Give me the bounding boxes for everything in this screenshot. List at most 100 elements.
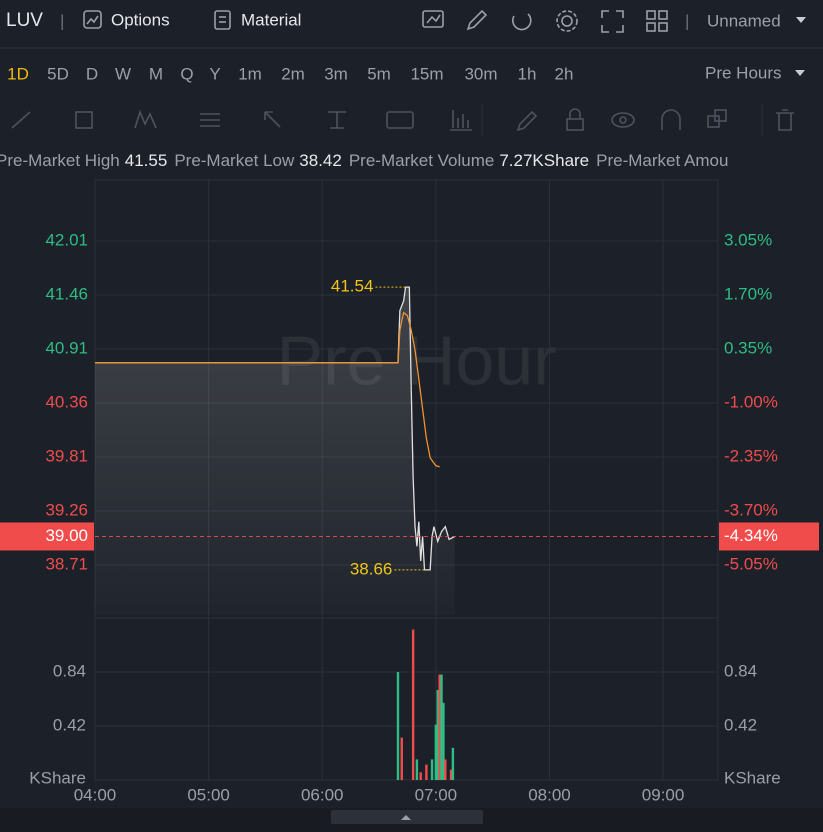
- tool-delete[interactable]: [776, 109, 794, 131]
- volume-bar: [400, 737, 403, 780]
- volume-unit-right: KShare: [724, 768, 781, 787]
- tool-magnet[interactable]: [661, 109, 681, 130]
- y2-tick-label: -3.70%: [724, 500, 778, 519]
- volume-bar: [451, 747, 455, 780]
- tool-text[interactable]: [328, 111, 346, 129]
- x-tick-label: 04:00: [74, 785, 117, 804]
- change-tag: [719, 522, 819, 551]
- layout-icon[interactable]: [646, 10, 656, 20]
- timeframe[interactable]: W: [115, 64, 131, 83]
- session-selector[interactable]: Pre Hours: [705, 63, 782, 82]
- timeframe[interactable]: 2m: [281, 64, 305, 83]
- options-icon: [83, 10, 102, 29]
- x-tick-label: 06:00: [301, 785, 344, 804]
- timeframe[interactable]: Y: [209, 64, 220, 83]
- volume-tick-label-right: 0.42: [724, 715, 757, 734]
- x-tick-label: 08:00: [528, 785, 571, 804]
- x-tick-label: 09:00: [642, 785, 685, 804]
- timeframe[interactable]: 5D: [47, 64, 69, 83]
- annotation-label: 41.54: [331, 277, 374, 296]
- layout-icon: [658, 22, 668, 32]
- volume-bar: [415, 759, 419, 780]
- y-tick-label: 42.01: [45, 230, 88, 249]
- tool-measure[interactable]: [450, 110, 472, 131]
- fullscreen-icon[interactable]: [601, 10, 624, 33]
- material-label: Material: [241, 10, 301, 29]
- options-label: Options: [111, 10, 170, 29]
- symbol[interactable]: LUV: [6, 10, 43, 31]
- material-button[interactable]: Material: [214, 10, 301, 30]
- layout-icon: [646, 22, 656, 32]
- tool-pen[interactable]: [516, 110, 538, 132]
- timeframe[interactable]: 1m: [238, 64, 262, 83]
- tool-lock-shackle: [569, 108, 581, 119]
- layout-icon: [658, 10, 668, 20]
- tool-arrow[interactable]: [264, 111, 281, 128]
- y-tick-label: 40.36: [45, 392, 88, 411]
- timeframe[interactable]: M: [149, 64, 163, 83]
- options-button[interactable]: Options: [83, 10, 170, 29]
- drawing-tools: [11, 103, 794, 137]
- y2-tick-label: 0.35%: [724, 338, 772, 357]
- settings-icon[interactable]: [561, 15, 573, 27]
- tool-lock[interactable]: [566, 118, 584, 131]
- volume-bar: [436, 690, 439, 780]
- info-label: Pre-Market Amou: [596, 151, 728, 170]
- tool-eye[interactable]: [611, 112, 635, 128]
- separator: |: [60, 11, 64, 30]
- dropdown-arrow: [796, 17, 806, 23]
- timeframe[interactable]: 5m: [367, 64, 391, 83]
- volume-tick-label-right: 0.84: [724, 661, 757, 680]
- info-value: 41.55: [125, 151, 168, 170]
- average-line: [95, 311, 440, 468]
- y2-tick-label: -1.00%: [724, 392, 778, 411]
- info-value: 7.27KShare: [499, 151, 589, 170]
- tool-rect[interactable]: [75, 111, 93, 129]
- timeframe[interactable]: 30m: [464, 64, 497, 83]
- info-value: 38.42: [299, 151, 342, 170]
- tool-pattern[interactable]: [134, 109, 157, 129]
- tool-label[interactable]: [386, 111, 414, 129]
- timeframe[interactable]: 15m: [410, 64, 443, 83]
- volume-tick-label: 0.42: [53, 715, 86, 734]
- timeframe[interactable]: 2h: [555, 64, 574, 83]
- volume-bar: [434, 724, 438, 780]
- timeframe[interactable]: 1h: [518, 64, 537, 83]
- y-tick-label: 39.26: [45, 500, 88, 519]
- tool-line[interactable]: [11, 111, 31, 129]
- y2-tick-label: 1.70%: [724, 284, 772, 303]
- tool-group: [714, 109, 727, 122]
- indicator-icon-line: [426, 14, 441, 24]
- volume-bar: [444, 759, 447, 780]
- tool-eye-pupil: [619, 116, 627, 124]
- y2-tick-label: -5.05%: [724, 554, 778, 573]
- volume-bar: [425, 764, 428, 780]
- volume-unit: KShare: [29, 768, 86, 787]
- volume-bar: [440, 674, 443, 780]
- volume-bar: [430, 759, 434, 780]
- timeframe[interactable]: 3m: [324, 64, 348, 83]
- change-label: -4.34%: [724, 526, 778, 545]
- info-label: Pre-Market Low: [174, 151, 295, 170]
- options-icon-line: [86, 15, 99, 25]
- dropdown-arrow: [795, 70, 805, 76]
- timeframe[interactable]: D: [86, 64, 98, 83]
- volume-bar: [449, 769, 453, 780]
- info-label: Pre-Market High: [0, 151, 120, 170]
- timeframe[interactable]: 1D: [7, 64, 29, 83]
- annotation-label: 38.66: [350, 559, 393, 578]
- timeframe[interactable]: Q: [180, 64, 193, 83]
- last-price-label: 39.00: [45, 526, 88, 545]
- draw-icon[interactable]: [466, 9, 488, 31]
- tool-fib[interactable]: [200, 113, 220, 127]
- timeframe-bar: 1D 5D D W M Q Y 1m 2m 3m 5m 15m 30m 1h 2h: [7, 64, 573, 83]
- panel-handle-arrow: [401, 815, 411, 820]
- reset-icon[interactable]: [511, 13, 532, 31]
- settings-icon-ring: [556, 10, 578, 32]
- indicator-icon[interactable]: [422, 10, 444, 28]
- layout-name[interactable]: Unnamed: [707, 11, 781, 30]
- y-tick-label: 39.81: [45, 446, 88, 465]
- toolbar-icons: [422, 9, 668, 33]
